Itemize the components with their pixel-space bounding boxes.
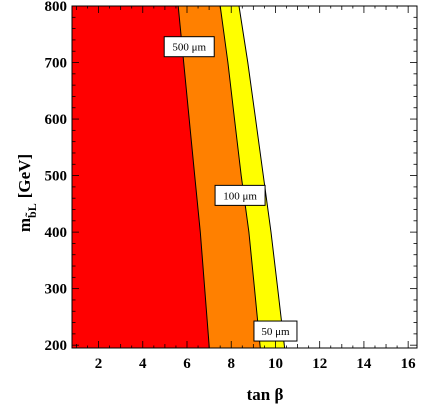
y-tick-label: 700 (45, 56, 68, 72)
contour-label-text: 500 μm (172, 42, 206, 54)
contour-label-box (214, 184, 266, 206)
contour-label-box (163, 36, 215, 58)
x-tick-label: 6 (183, 356, 191, 372)
contour-label-text: 100 μm (223, 190, 257, 202)
y-tick-label: 200 (45, 338, 68, 354)
contour-label: 500 μm (163, 36, 215, 58)
y-axis-label-main: m (15, 218, 34, 232)
y-axis-label-unit: [GeV] (15, 154, 34, 198)
region-500-μm (72, 6, 210, 348)
boundary-500-μm (177, 5, 210, 349)
y-axis-label: mb̃L [GeV] (15, 154, 39, 232)
plot-border (71, 5, 418, 349)
x-tick-label: 2 (95, 356, 103, 372)
contour-label: 50 μm (253, 320, 298, 342)
y-tick-label: 600 (45, 112, 68, 128)
regions-layer (72, 5, 286, 349)
contour-labels-layer: 500 μm 100 μm 50 μm (163, 36, 298, 342)
x-axis-label: tan β (247, 385, 284, 404)
y-tick-label: 300 (45, 282, 68, 298)
y-tick-label: 400 (45, 225, 68, 241)
x-tick-label: 10 (268, 356, 283, 372)
x-tick-label: 16 (401, 356, 417, 372)
x-tick-label: 12 (312, 356, 327, 372)
ticks-layer: 2 4 6 8 10 12 14 16 200 300 400 500 600 700 800 (45, 0, 417, 372)
plot-frame (71, 5, 418, 349)
x-tick-label: 14 (356, 356, 372, 372)
contour-label-box (253, 320, 298, 342)
y-axis-label-sub: b̃L (25, 203, 39, 218)
x-tick-label: 8 (227, 356, 235, 372)
contour-label: 100 μm (214, 184, 266, 206)
contour-label-text: 50 μm (261, 326, 290, 338)
svg-text:mb̃L[GeV]: mb̃L [GeV] (15, 154, 39, 232)
y-tick-label: 800 (45, 0, 68, 15)
x-tick-label: 4 (139, 356, 147, 372)
y-tick-label: 500 (45, 169, 68, 185)
